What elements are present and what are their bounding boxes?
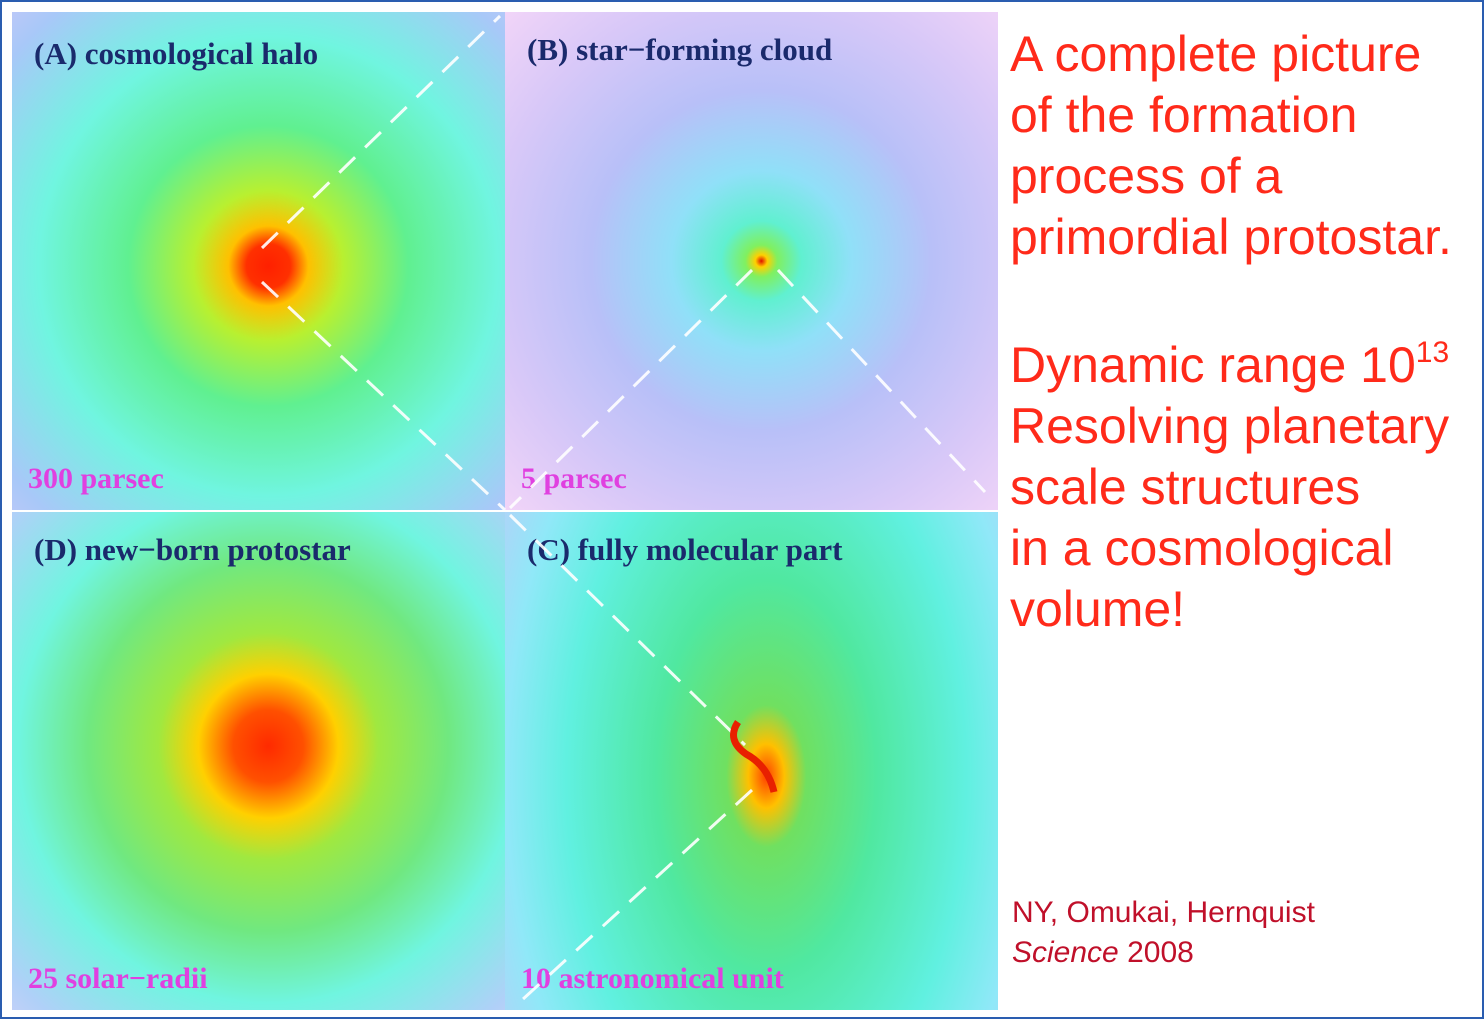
- citation: NY, Omukai, Hernquist Science 2008: [1012, 893, 1315, 973]
- dynamic-range: Dynamic range 1013: [1010, 335, 1449, 396]
- headline-line: A complete picture: [1010, 24, 1452, 85]
- headline: A complete picture of the formation proc…: [1010, 24, 1452, 268]
- body-text: Dynamic range 1013 Resolving planetary s…: [1010, 335, 1449, 640]
- protostar-disk: [734, 722, 775, 792]
- zoom-line: [262, 282, 505, 510]
- slide: (A) cosmological halo 300 parsec (B) sta…: [0, 0, 1484, 1019]
- exponent: 13: [1416, 336, 1449, 369]
- body-line: volume!: [1010, 579, 1449, 640]
- zoom-line: [778, 270, 985, 492]
- zoom-line: [522, 790, 752, 1000]
- zoom-line: [510, 515, 745, 745]
- dynamic-range-text: Dynamic range 10: [1010, 337, 1416, 393]
- body-line: scale structures: [1010, 457, 1449, 518]
- citation-source: Science 2008: [1012, 933, 1315, 973]
- citation-authors: NY, Omukai, Hernquist: [1012, 893, 1315, 933]
- headline-line: process of a: [1010, 146, 1452, 207]
- headline-line: of the formation: [1010, 85, 1452, 146]
- zoom-line: [262, 16, 500, 248]
- citation-journal: Science: [1012, 936, 1119, 969]
- headline-line: primordial protostar.: [1010, 207, 1452, 268]
- citation-year: 2008: [1127, 936, 1194, 969]
- zoom-line: [510, 270, 752, 508]
- body-line: Resolving planetary: [1010, 396, 1449, 457]
- body-line: in a cosmological: [1010, 518, 1449, 579]
